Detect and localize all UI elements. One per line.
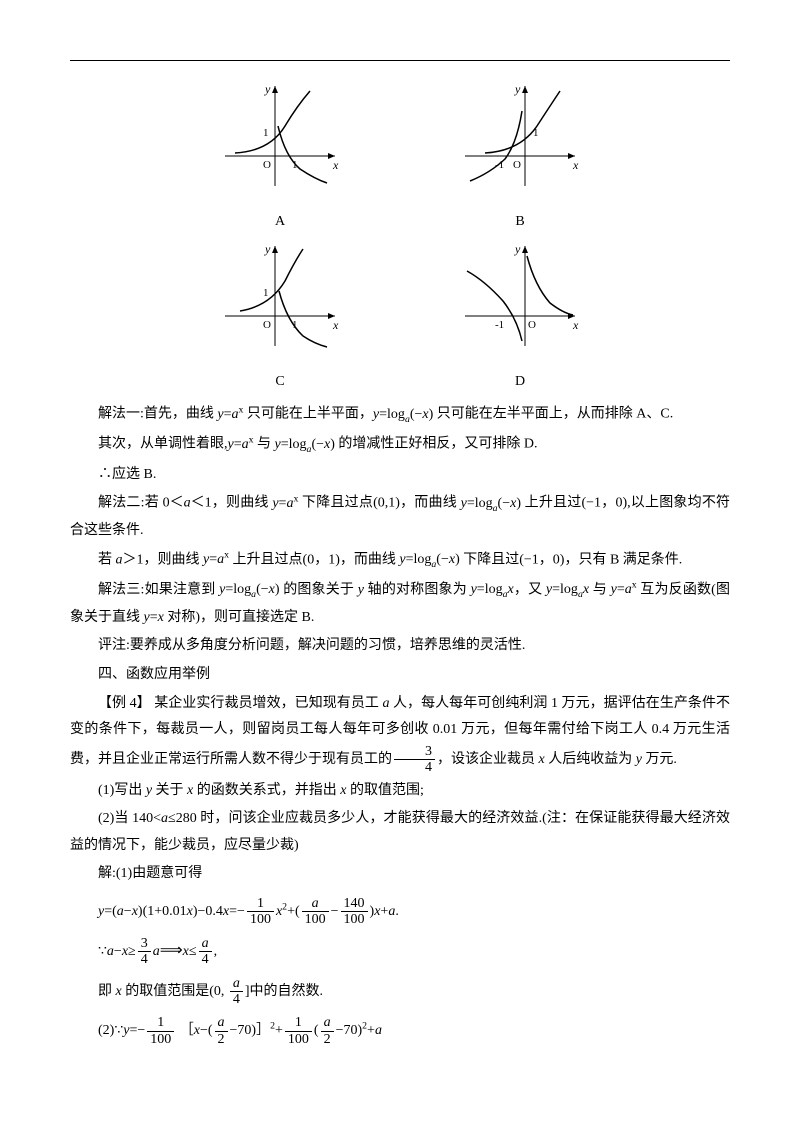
- chart-B-svg: x y O 1 -1: [455, 81, 585, 196]
- tick-xn1: -1: [495, 319, 504, 331]
- y-axis-label: y: [514, 242, 521, 256]
- chart-A: x y O 1 1 A: [215, 81, 345, 235]
- commentary: 评注:要养成从多角度分析问题，解决问题的习惯，培养思维的灵活性.: [70, 633, 730, 660]
- x-axis-label: x: [572, 158, 579, 172]
- y-axis-label: y: [514, 82, 521, 96]
- solution1-conclusion: ∴应选 B.: [70, 462, 730, 489]
- solution2-line2: 若 a＞1，则曲线 y=ax 上升且过点(0，1)，而曲线 y=loga(−x)…: [70, 547, 730, 575]
- y-axis-label: y: [264, 242, 271, 256]
- solution-header: 解:(1)由题意可得: [70, 861, 730, 888]
- chart-D-label: D: [455, 369, 585, 396]
- tick-y1: 1: [263, 287, 269, 299]
- origin-label: O: [513, 159, 521, 171]
- solution1-line2: 其次，从单调性着眼,y=ax 与 y=loga(−x) 的增减性正好相反，又可排…: [70, 431, 730, 459]
- solution1-line1: 解法一:首先，曲线 y=ax 只可能在上半平面，y=loga(−x) 只可能在左…: [70, 401, 730, 429]
- section-4-title: 四、函数应用举例: [70, 662, 730, 689]
- top-rule: [70, 60, 730, 61]
- origin-label: O: [263, 159, 271, 171]
- question-2: (2)当 140<a≤280 时，问该企业应裁员多少人，才能获得最大的经济效益.…: [70, 806, 730, 859]
- equation-3: (2)∵y=−1100 ［x−(a2−70)］2+1100(a2−70)2+a: [70, 1015, 730, 1047]
- y-axis-label: y: [264, 82, 271, 96]
- range-statement: 即 x 的取值范围是(0, a4]中的自然数.: [70, 976, 730, 1008]
- x-axis-label: x: [332, 158, 339, 172]
- question-1: (1)写出 y 关于 x 的函数关系式，并指出 x 的取值范围;: [70, 778, 730, 805]
- origin-label: O: [528, 319, 536, 331]
- chart-D: x y O -1 D: [455, 241, 585, 395]
- chart-D-svg: x y O -1: [455, 241, 585, 356]
- chart-B-label: B: [455, 209, 585, 236]
- chart-C-label: C: [215, 369, 345, 396]
- solution3: 解法三:如果注意到 y=loga(−x) 的图象关于 y 轴的对称图象为 y=l…: [70, 577, 730, 632]
- chart-B: x y O 1 -1 B: [455, 81, 585, 235]
- x-axis-label: x: [332, 318, 339, 332]
- chart-A-svg: x y O 1 1: [215, 81, 345, 196]
- chart-row-1: x y O 1 1 A x y O 1 -1 B: [70, 81, 730, 235]
- chart-A-label: A: [215, 209, 345, 236]
- chart-row-2: x y O 1 1 C x y O -1 D: [70, 241, 730, 395]
- chart-C: x y O 1 1 C: [215, 241, 345, 395]
- tick-y1: 1: [263, 127, 269, 139]
- equation-1: y=(a−x)(1+0.01x)−0.4x=−1100x2+(a100−1401…: [70, 896, 730, 928]
- example-4: 【例 4】 某企业实行裁员增效，已知现有员工 a 人，每人每年可创纯利润 1 万…: [70, 691, 730, 776]
- origin-label: O: [263, 319, 271, 331]
- chart-C-svg: x y O 1 1: [215, 241, 345, 356]
- x-axis-label: x: [572, 318, 579, 332]
- solution2-line1: 解法二:若 0＜a＜1，则曲线 y=ax 下降且过点(0,1)，而曲线 y=lo…: [70, 490, 730, 545]
- equation-2: ∵a−x≥34a⟹x≤a4,: [70, 936, 730, 968]
